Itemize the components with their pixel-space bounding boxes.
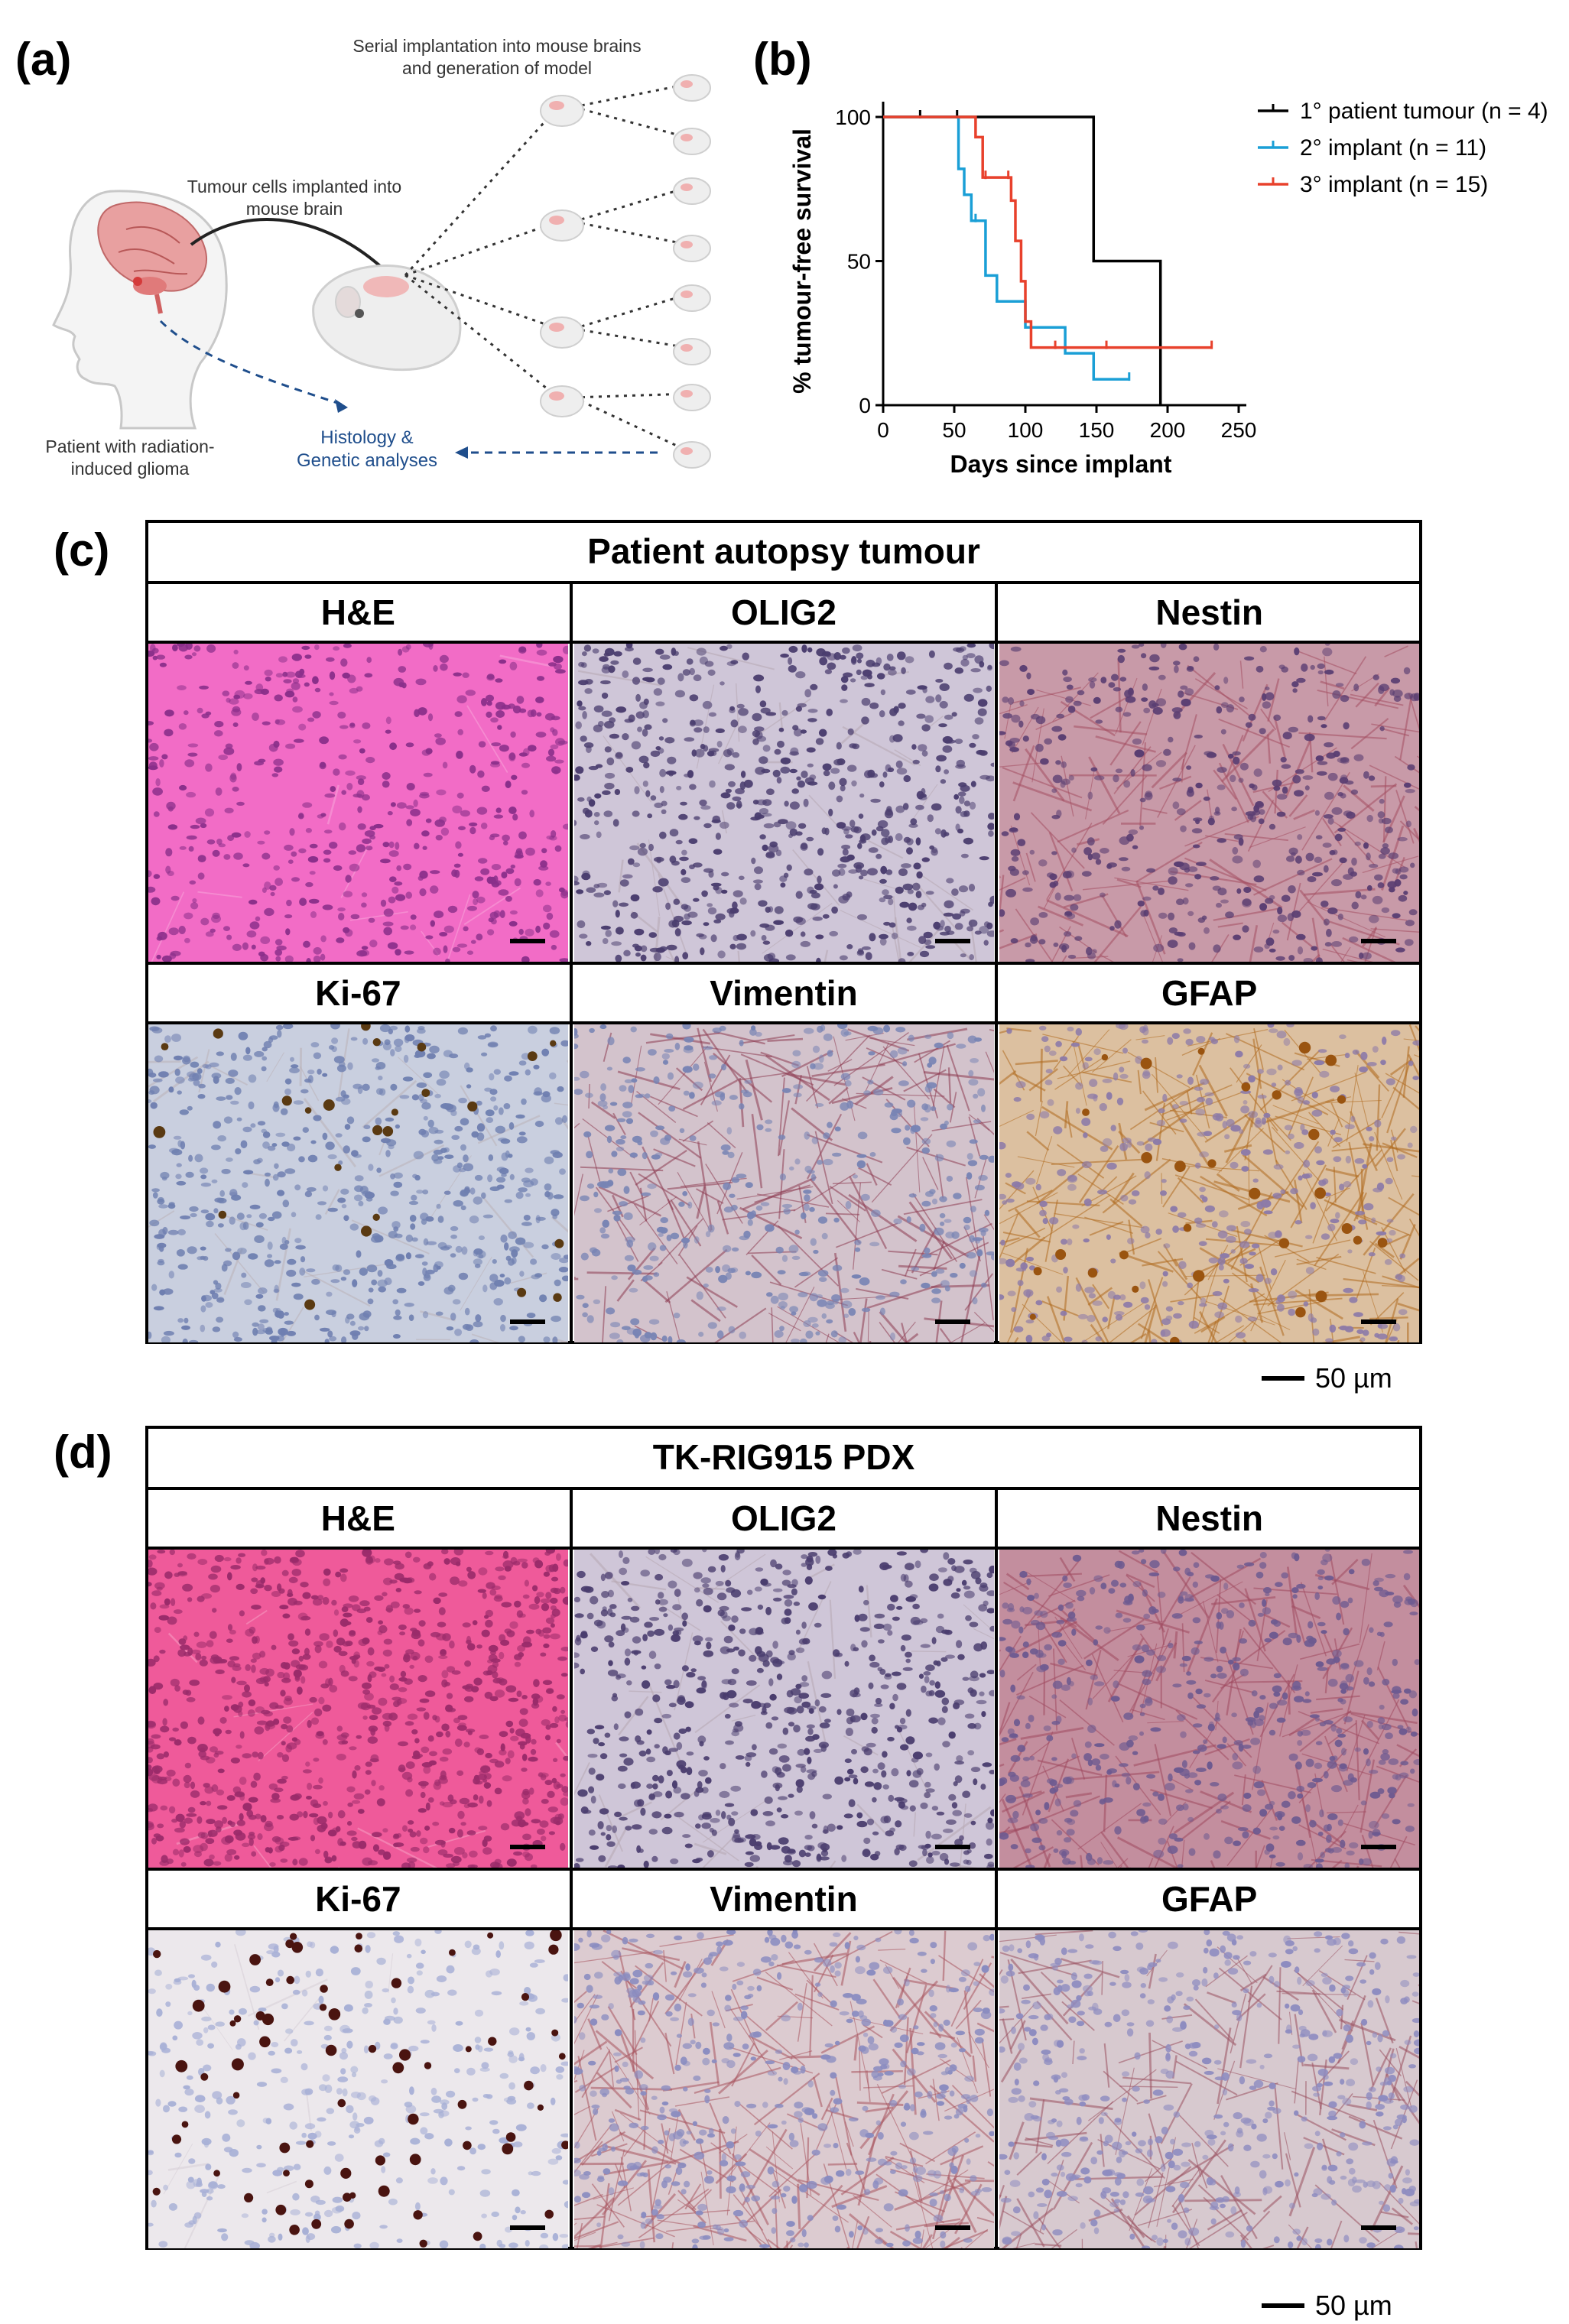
histology-image	[999, 1550, 1420, 1868]
scale-bar-c: 50 µm	[1262, 1362, 1392, 1394]
panel-label-d: (d)	[54, 1427, 112, 1478]
grid-line	[145, 1021, 1422, 1024]
x-axis-label: Days since implant	[950, 450, 1172, 478]
stain-label: H&E	[320, 1498, 395, 1538]
grid-line	[145, 1868, 1422, 1871]
image-scale-bar	[509, 939, 545, 943]
small-mice-icons	[540, 74, 711, 469]
panel-label-a: (a)	[15, 34, 72, 85]
histology-image	[999, 644, 1420, 962]
grid-line	[145, 581, 1422, 584]
legend-label: 3° implant (n = 15)	[1300, 172, 1488, 197]
stain-label: Nestin	[1155, 1498, 1263, 1538]
image-scale-bar	[509, 1319, 545, 1324]
image-scale-bar	[1361, 1319, 1396, 1324]
image-scale-bar	[509, 1845, 545, 1849]
histology-image	[573, 1550, 994, 1868]
stain-label: Ki-67	[315, 973, 401, 1013]
image-scale-bar	[935, 939, 971, 943]
y-tick-label: 100	[835, 105, 871, 129]
stain-label: Vimentin	[710, 1879, 858, 1919]
chart-series	[883, 110, 1213, 405]
x-tick-label: 100	[1008, 418, 1044, 442]
histology-image	[573, 644, 994, 962]
scale-bar-line	[1262, 1376, 1304, 1381]
panel-title: TK-RIG915 PDX	[652, 1437, 915, 1477]
y-tick-label: 0	[859, 394, 871, 417]
panel-label-b: (b)	[753, 34, 812, 85]
chart-axes: 0 50 100 150 200 250 0 50 100 Days since implant%…	[788, 102, 1256, 478]
stain-label: GFAP	[1161, 1879, 1258, 1919]
image-scale-bar	[1361, 1845, 1396, 1849]
y-axis-label: % tumour-free survival	[788, 128, 816, 394]
scale-bar-d: 50 µm	[1262, 2290, 1392, 2322]
grid-line	[145, 641, 1422, 644]
x-tick-label: 0	[877, 418, 889, 442]
image-scale-bar	[935, 1845, 971, 1849]
survival-curve	[883, 115, 1212, 349]
stain-label: Nestin	[1155, 592, 1263, 632]
patient-text: Patient with radiation-induced glioma	[45, 437, 215, 479]
histology-image	[999, 1024, 1420, 1342]
schematic-illustration	[52, 74, 711, 469]
panel-title: Patient autopsy tumour	[587, 531, 980, 571]
histology-image	[573, 1024, 994, 1342]
image-scale-bar	[509, 2225, 545, 2230]
stain-label: H&E	[320, 592, 395, 632]
stain-label: Vimentin	[710, 973, 858, 1013]
grid-line	[145, 1547, 1422, 1550]
legend-entry: 3° implant (n = 15)	[1258, 172, 1488, 197]
grid-line	[569, 583, 573, 1344]
stain-label: GFAP	[1161, 973, 1258, 1013]
x-tick-label: 200	[1150, 418, 1186, 442]
image-scale-bar	[1361, 939, 1396, 943]
scale-bar-label: 50 µm	[1315, 2290, 1392, 2321]
survival-curve	[883, 115, 1129, 381]
scale-bar-label: 50 µm	[1315, 1362, 1392, 1394]
survival-curve	[883, 115, 1162, 405]
series-2	[883, 115, 1131, 381]
stain-label: OLIG2	[730, 592, 836, 632]
grid-line	[145, 962, 1422, 965]
legend-label: 2° implant (n = 11)	[1300, 135, 1486, 161]
x-tick-label: 250	[1221, 418, 1257, 442]
grid-line	[145, 1487, 1422, 1490]
stain-label: OLIG2	[730, 1498, 836, 1538]
implant-text: Tumour cells implanted into mouse brain	[187, 177, 402, 219]
panel-label-c: (c)	[54, 524, 110, 576]
serial-implant-lines	[404, 83, 689, 453]
legend-entry: 1° patient tumour (n = 4)	[1258, 99, 1548, 124]
grid-line	[995, 1488, 999, 2250]
histology-image	[148, 1024, 568, 1342]
histology-image	[148, 1930, 568, 2248]
histology-image	[148, 644, 568, 962]
stain-label: Ki-67	[315, 1879, 401, 1919]
grid-line	[145, 1927, 1422, 1930]
grid-line	[995, 583, 999, 1344]
survival-chart: 0 50 100 150 200 250 0 50 100 Days since implant%…	[788, 99, 1548, 478]
scale-bar-line	[1262, 2303, 1304, 2308]
histology-image	[148, 1550, 568, 1868]
mouse-icon	[312, 264, 462, 372]
series-3	[883, 115, 1213, 349]
grid-line	[569, 1488, 573, 2250]
image-scale-bar	[935, 1319, 971, 1324]
y-tick-label: 50	[847, 250, 871, 274]
x-tick-label: 150	[1079, 418, 1115, 442]
x-tick-label: 50	[942, 418, 966, 442]
analyses-text: Histology & Genetic analyses	[296, 427, 438, 471]
histology-image	[999, 1930, 1420, 2248]
serial-implantation-text: Serial implantation into mouse brains an…	[352, 36, 642, 78]
histology-image	[573, 1930, 994, 2248]
image-scale-bar	[1361, 2225, 1396, 2230]
legend-label: 1° patient tumour (n = 4)	[1300, 99, 1548, 124]
chart-legend: 1° patient tumour (n = 4) 2° implant (n =…	[1258, 99, 1548, 197]
image-scale-bar	[935, 2225, 971, 2230]
legend-entry: 2° implant (n = 11)	[1258, 135, 1486, 161]
patient-head-icon	[52, 190, 228, 430]
